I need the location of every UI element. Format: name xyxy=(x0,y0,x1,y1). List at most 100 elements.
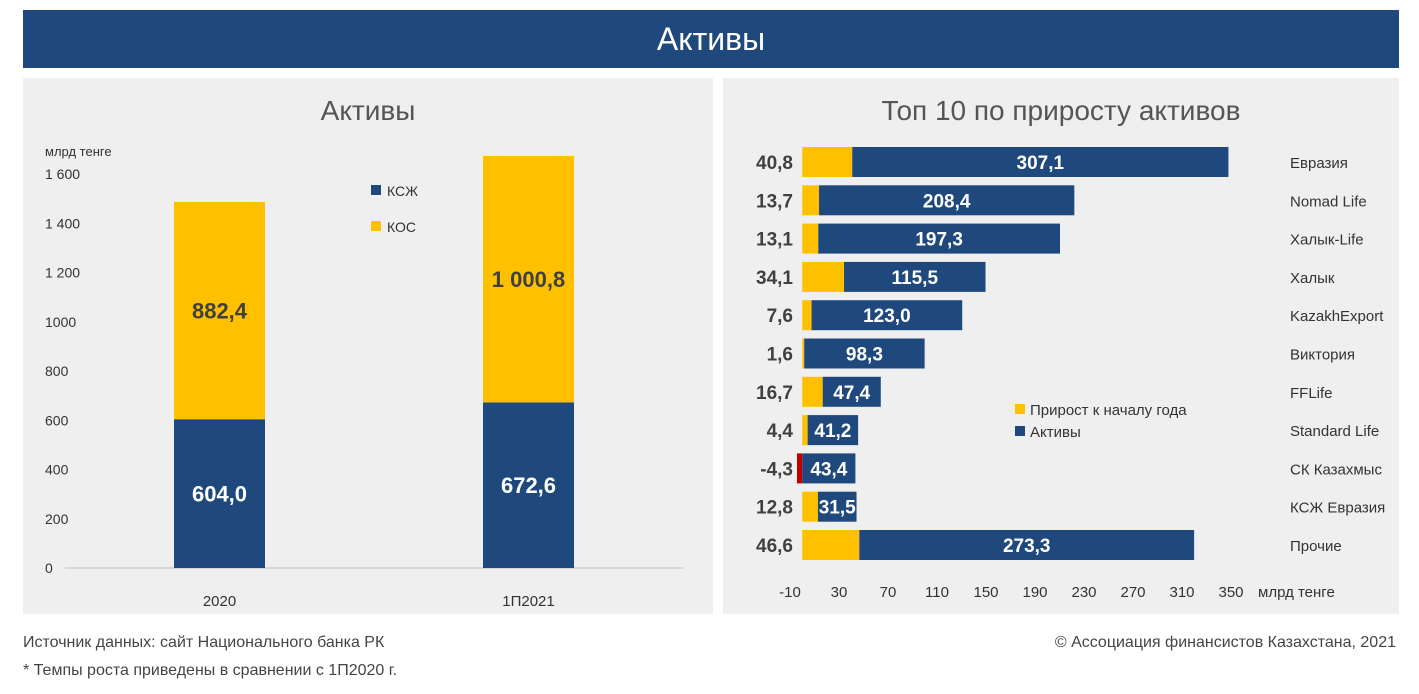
bar-assets xyxy=(807,415,859,446)
category-label: Nomad Life xyxy=(1290,193,1367,210)
bar-kos xyxy=(483,155,574,403)
chart-title: Активы xyxy=(321,95,416,126)
x-tick-label: 30 xyxy=(831,584,848,601)
bar-growth xyxy=(802,530,860,560)
y-tick-label: 600 xyxy=(45,412,69,428)
bar-growth xyxy=(802,376,823,407)
legend-label: Прирост к началу года xyxy=(1030,402,1187,419)
bar-assets xyxy=(804,338,925,369)
assets-stacked-bar-chart: Активы млрд тенге 0 200 400 600 800 1000 1 200 1 … xyxy=(45,95,683,610)
growth-label: 16,7 xyxy=(756,383,793,404)
bar-assets xyxy=(844,261,986,292)
y-tick-label: 1 400 xyxy=(45,215,80,231)
growth-label: 4,4 xyxy=(767,421,794,442)
data-label: 604,0 xyxy=(192,482,247,507)
y-tick-label: 800 xyxy=(45,363,69,379)
copyright: © Ассоциация финансистов Казахстана, 202… xyxy=(1054,634,1396,651)
x-tick-label: 310 xyxy=(1169,584,1194,601)
legend-swatch xyxy=(371,221,381,231)
y-tick-label: 1000 xyxy=(45,314,76,330)
x-tick-label: 350 xyxy=(1218,584,1243,601)
x-tick-label: 2020 xyxy=(203,593,236,610)
bar-assets xyxy=(819,185,1075,216)
source-note: Источник данных: сайт Национального банк… xyxy=(23,634,385,651)
growth-label: 40,8 xyxy=(756,153,793,174)
category-label: Прочие xyxy=(1290,538,1342,555)
category-label: Виктория xyxy=(1290,347,1355,364)
growth-label: 12,8 xyxy=(756,498,793,519)
growth-footnote: * Темпы роста приведены в сравнении с 1П… xyxy=(23,662,398,679)
x-tick-label: 270 xyxy=(1120,584,1145,601)
assets-label: 98,3 xyxy=(846,345,883,366)
bar-growth-negative xyxy=(796,453,803,484)
y-tick-label: 0 xyxy=(45,560,53,576)
growth-label: 34,1 xyxy=(756,268,793,289)
x-tick-label: 1П2021 xyxy=(502,593,555,610)
assets-label: 208,4 xyxy=(923,191,971,212)
assets-label: 115,5 xyxy=(892,268,939,289)
bar-growth xyxy=(802,147,853,177)
bar-assets xyxy=(822,376,881,407)
bar-kos xyxy=(174,201,265,420)
x-tick-label: 230 xyxy=(1071,584,1096,601)
assets-label: 43,4 xyxy=(810,459,847,480)
category-label: Евразия xyxy=(1290,155,1348,172)
assets-label: 41,2 xyxy=(814,421,851,442)
bar-assets xyxy=(852,147,1229,177)
x-axis-label: млрд тенге xyxy=(1258,584,1335,601)
page-title: Активы xyxy=(23,10,1399,68)
legend-label: КОС xyxy=(387,219,416,235)
bar-assets xyxy=(802,453,856,484)
growth-label: 1,6 xyxy=(767,345,793,366)
growth-label: -4,3 xyxy=(760,459,793,480)
category-label: KazakhExport xyxy=(1290,308,1384,325)
legend-label: Активы xyxy=(1030,424,1081,441)
y-tick-label: 1 600 xyxy=(45,166,80,182)
y-tick-label: 400 xyxy=(45,462,69,478)
assets-label: 197,3 xyxy=(915,230,963,251)
data-label: 672,6 xyxy=(501,473,556,498)
x-tick-label: -10 xyxy=(779,584,801,601)
legend-swatch xyxy=(1015,426,1025,436)
category-label: Халык xyxy=(1290,270,1335,287)
bar-ksj xyxy=(483,402,574,568)
y-tick-label: 1 200 xyxy=(45,265,80,281)
category-label: КСЖ Евразия xyxy=(1290,500,1385,517)
category-label: Халык-Life xyxy=(1290,232,1364,249)
chart-title: Топ 10 по приросту активов xyxy=(882,95,1241,126)
assets-label: 273,3 xyxy=(1003,536,1051,557)
assets-label: 123,0 xyxy=(863,306,911,327)
bar-growth xyxy=(802,300,812,331)
x-tick-label: 110 xyxy=(925,584,949,601)
assets-label: 47,4 xyxy=(833,383,870,404)
category-label: СК Казахмыс xyxy=(1290,461,1382,478)
bar-ksj xyxy=(174,419,265,568)
legend-swatch xyxy=(371,185,381,195)
x-tick-label: 150 xyxy=(973,584,998,601)
bar-assets xyxy=(817,491,857,522)
top10-chart-panel: Топ 10 по приросту активов 307,1 40,8 Евраз… xyxy=(723,78,1399,614)
y-tick-label: 200 xyxy=(45,511,69,527)
bar-assets xyxy=(811,300,963,331)
category-label: FFLife xyxy=(1290,385,1333,402)
data-label: 1 000,8 xyxy=(492,267,565,292)
growth-label: 13,1 xyxy=(756,230,793,251)
bar-assets xyxy=(859,530,1195,560)
growth-label: 7,6 xyxy=(767,306,793,327)
bar-growth xyxy=(802,261,845,292)
assets-chart-panel: Активы млрд тенге 0 200 400 600 800 1000 1 200 1 … xyxy=(23,78,713,614)
bar-growth xyxy=(802,185,820,216)
bar-growth xyxy=(802,338,805,369)
assets-label: 31,5 xyxy=(819,498,856,519)
y-axis-label: млрд тенге xyxy=(45,144,112,159)
legend-swatch xyxy=(1015,404,1025,414)
bar-growth xyxy=(802,491,818,522)
assets-label: 307,1 xyxy=(1017,153,1065,174)
category-label: Standard Life xyxy=(1290,423,1379,440)
bar-growth xyxy=(802,415,808,446)
x-tick-label: 190 xyxy=(1022,584,1047,601)
growth-label: 46,6 xyxy=(756,536,793,557)
top10-growth-bar-chart: Топ 10 по приросту активов 307,1 40,8 Евраз… xyxy=(756,95,1385,601)
bar-assets xyxy=(818,223,1060,254)
growth-label: 13,7 xyxy=(756,191,793,212)
